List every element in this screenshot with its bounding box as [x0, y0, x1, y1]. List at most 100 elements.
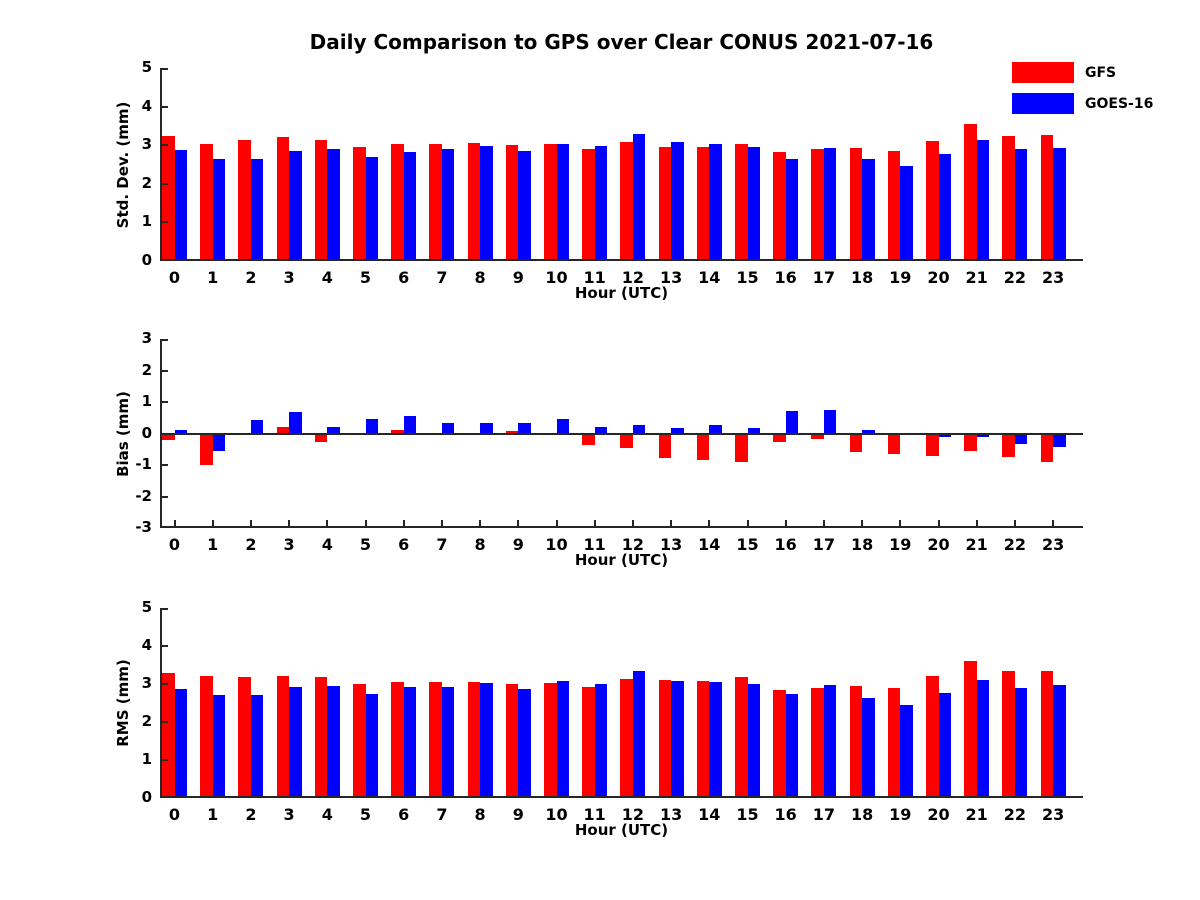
bar-goes-16-rms-h7 [441, 687, 455, 798]
bar-gfs-rms-h5 [353, 684, 366, 798]
bar-gfs-std-dev-h22 [1002, 135, 1015, 261]
bar-goes-16-bias-h1 [212, 433, 226, 452]
bar-goes-16-rms-h23 [1053, 685, 1066, 798]
std-dev-bottom-spine [160, 259, 1083, 261]
bar-gfs-bias-h12 [620, 433, 633, 448]
rms-xtick-label-23: 23 [1041, 805, 1065, 824]
bar-gfs-rms-h11 [582, 686, 595, 798]
bias-xtick-label-13: 13 [659, 535, 683, 554]
bias-xtick-21 [975, 520, 978, 528]
rms-ytick-label-1: 1 [141, 750, 152, 768]
bar-gfs-bias-h16 [773, 433, 786, 443]
rms-ytick-label-3: 3 [141, 674, 152, 692]
rms-xtick-label-12: 12 [621, 805, 645, 824]
rms-xtick-label-19: 19 [889, 805, 912, 824]
std-dev-x-axis-label: Hour (UTC) [574, 284, 669, 302]
bar-gfs-rms-h4 [314, 676, 328, 798]
rms-xtick-label-2: 2 [245, 805, 257, 824]
bar-goes-16-std-dev-h7 [441, 149, 455, 261]
bias-xtick-17 [822, 520, 825, 528]
bar-goes-16-rms-h12 [632, 671, 646, 798]
bias-xtick-label-3: 3 [283, 535, 295, 554]
bar-goes-16-bias-h5 [365, 419, 378, 434]
bar-gfs-bias-h15 [735, 433, 748, 462]
bias-xtick-label-15: 15 [736, 535, 759, 554]
std-dev-xtick-label-23: 23 [1041, 268, 1065, 287]
rms-ytick-label-5: 5 [141, 598, 152, 616]
bar-gfs-bias-h9 [505, 430, 519, 434]
bar-goes-16-rms-h18 [862, 698, 875, 798]
bias-ytick--1 [160, 464, 168, 466]
rms-ytick-0 [160, 796, 168, 798]
bias-zero-line [160, 432, 1083, 435]
bar-gfs-std-dev-h3 [276, 137, 290, 261]
bar-goes-16-rms-h8 [480, 682, 493, 798]
rms-ytick-3 [160, 683, 168, 685]
std-dev-xtick-label-13: 13 [659, 268, 683, 287]
bar-gfs-bias-h23 [1040, 433, 1054, 462]
rms-xtick-label-16: 16 [774, 805, 797, 824]
bar-goes-16-bias-h0 [174, 430, 187, 434]
bar-gfs-std-dev-h5 [353, 147, 366, 261]
std-dev-xtick-label-6: 6 [398, 268, 410, 287]
bar-gfs-std-dev-h19 [887, 151, 901, 261]
rms-plot-area: 0 1 2 3 4 5 0 1 2 3 4 5 6 7 8 9 10 11 12 13 14 15 16 17 18 19 20 21… [142, 598, 1083, 824]
std-dev-xtick-label-0: 0 [168, 268, 181, 287]
std-dev-left-spine [160, 68, 162, 261]
rms-left-spine [160, 608, 162, 798]
bias-xtick-label-2: 2 [245, 535, 257, 554]
legend-item-goes16: GOES-16 [1012, 93, 1153, 114]
rms-x-axis-label: Hour (UTC) [574, 821, 669, 839]
bias-xtick-1 [211, 520, 214, 528]
bar-goes-16-std-dev-h6 [403, 151, 417, 261]
rms-ytick-2 [160, 721, 168, 723]
bar-gfs-std-dev-h7 [429, 143, 442, 261]
std-dev-y-axis-label: Std. Dev. (mm) [114, 101, 132, 228]
bias-ytick-label--3: -3 [135, 518, 152, 536]
bar-gfs-rms-h9 [505, 683, 519, 798]
bar-goes-16-std-dev-h16 [785, 159, 799, 261]
bar-gfs-bias-h4 [314, 433, 328, 442]
std-dev-ytick-label-4: 4 [141, 96, 152, 115]
bar-goes-16-std-dev-h12 [632, 133, 646, 261]
rms-y-axis-label: RMS (mm) [114, 659, 132, 747]
bar-goes-16-std-dev-h22 [1014, 149, 1028, 261]
std-dev-xtick-label-22: 22 [1003, 268, 1027, 287]
bar-goes-16-bias-h20 [938, 433, 951, 437]
std-dev-xtick-label-2: 2 [245, 268, 257, 287]
bar-gfs-std-dev-h14 [696, 146, 710, 261]
rms-xtick-label-4: 4 [321, 805, 333, 824]
bar-goes-16-rms-h2 [250, 694, 264, 798]
bar-gfs-std-dev-h17 [811, 149, 824, 261]
bar-goes-16-std-dev-h0 [174, 150, 187, 261]
rms-xtick-label-5: 5 [359, 805, 372, 824]
bias-xtick-9 [517, 520, 520, 528]
bias-xtick-label-0: 0 [168, 535, 181, 554]
subplot-bias: Bias (mm) -3 -2 -1 0 1 2 3 0 1 2 3 4 5 6 7 8 9 10 11 12 13 14… [114, 329, 1083, 569]
std-dev-ytick-0 [160, 259, 168, 261]
bar-goes-16-rms-h9 [518, 689, 531, 798]
bar-goes-16-std-dev-h21 [976, 140, 990, 261]
bias-ytick-label-1: 1 [141, 392, 152, 410]
bias-xtick-label-8: 8 [474, 535, 486, 554]
rms-xtick-label-0: 0 [168, 805, 181, 824]
bias-xtick-label-18: 18 [850, 535, 874, 554]
bar-gfs-rms-h22 [1002, 671, 1015, 798]
bar-goes-16-std-dev-h20 [938, 154, 951, 261]
goes16-legend-label: GOES-16 [1085, 95, 1154, 112]
legend-item-gfs: GFS [1012, 62, 1153, 83]
bar-goes-16-bias-h13 [671, 428, 684, 434]
bar-goes-16-bias-h4 [327, 427, 340, 434]
bias-xtick-18 [861, 520, 864, 528]
rms-xtick-label-17: 17 [812, 805, 836, 824]
std-dev-ytick-label-5: 5 [141, 58, 152, 76]
bar-goes-16-rms-h16 [785, 694, 799, 798]
bar-gfs-rms-h20 [926, 676, 939, 798]
bar-goes-16-bias-h8 [480, 423, 493, 434]
std-dev-xtick-label-15: 15 [736, 268, 759, 287]
rms-xtick-label-18: 18 [850, 805, 874, 824]
bias-x-axis-label: Hour (UTC) [574, 551, 669, 569]
bar-gfs-std-dev-h10 [544, 144, 557, 261]
rms-xtick-label-11: 11 [583, 805, 606, 824]
